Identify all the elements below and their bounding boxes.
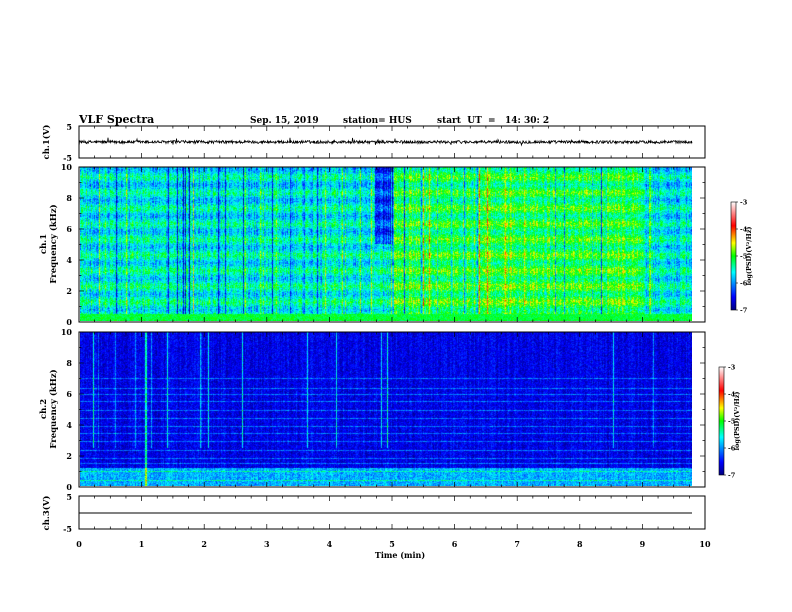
colorbar-tick-label: -7 [728,472,735,480]
x-tick-label: 3 [264,539,270,549]
ch1-spectrogram-image [80,167,692,321]
x-tick-label: 5 [389,539,395,549]
colorbar-tick-label: -5 [740,253,748,261]
x-tick-label: 1 [139,539,145,549]
ch1-spectrogram-channel-label: ch.1 [39,234,49,254]
ch1-waveform-trace [78,137,693,147]
ch1-waveform-ylabel: ch.1(V) [41,125,52,160]
y-tick-label: 2 [66,451,72,461]
y-tick-label: 0 [66,317,72,327]
x-tick-label: 4 [327,539,333,549]
header-start-time: start UT = 14: 30: 2 [437,116,549,126]
x-tick-label: 8 [577,539,583,549]
colorbar-tick-label: -5 [728,418,736,426]
y-tick-label: 4 [66,420,72,430]
ch2-spectrogram-ylabel: Frequency (kHz) [48,369,59,448]
x-tick-label: 10 [699,539,711,549]
colorbar-tick-label: -4 [728,391,736,399]
x-tick-label: 6 [452,539,458,549]
colorbar-tick-label: -7 [740,307,747,315]
ch2-colorbar-label: log(PSD)(V²/Hz) [733,392,741,451]
colorbar-tick-label: -6 [728,445,736,453]
ch1-waveform-panel: 5 -5 ch.1(V) [41,122,706,163]
colorbar-tick-label: -3 [728,364,736,372]
ch1-colorbar-label: log(PSD)(V²/Hz) [745,227,753,286]
y-tick-label: 2 [66,286,72,296]
x-tick-label: 9 [640,539,646,549]
x-tick-label: 0 [76,539,82,549]
y-tick-label: 10 [61,162,73,172]
colorbar-tick-label: -4 [740,226,748,234]
header-station: station= HUS [343,116,412,126]
x-tick-label: 7 [514,539,520,549]
ch1-spectrogram-ylabel: Frequency (kHz) [48,204,59,283]
ch2-spectrogram-image [80,332,692,486]
y-tick-label: 10 [61,327,73,337]
y-tick-label: 8 [66,358,72,368]
y-tick-label: 6 [66,389,72,399]
y-tick-label: 6 [66,224,72,234]
header-date: Sep. 15, 2019 [250,116,319,126]
ch1-ytick-top: 5 [66,122,72,132]
ch3-waveform-ylabel: ch.3(V) [41,496,52,531]
x-tick-label: 2 [201,539,207,549]
ch2-colorbar [718,366,725,476]
ch2-spectrogram-channel-label: ch.2 [39,399,49,419]
y-tick-label: 8 [66,193,72,203]
y-tick-label: 4 [66,255,72,265]
colorbar-tick-label: -6 [740,280,748,288]
ch1-ytick-bottom: -5 [63,153,72,163]
ch3-waveform-panel: 5 -5 ch.3(V) [41,492,706,534]
figure-title: VLF Spectra [78,113,154,126]
ch3-ytick-bottom: -5 [63,524,72,534]
y-tick-label: 0 [66,482,72,492]
x-axis-label: Time (min) [375,550,425,560]
ch3-ytick-top: 5 [66,492,72,502]
colorbar-tick-label: -3 [740,199,748,207]
ch1-colorbar [730,201,737,311]
